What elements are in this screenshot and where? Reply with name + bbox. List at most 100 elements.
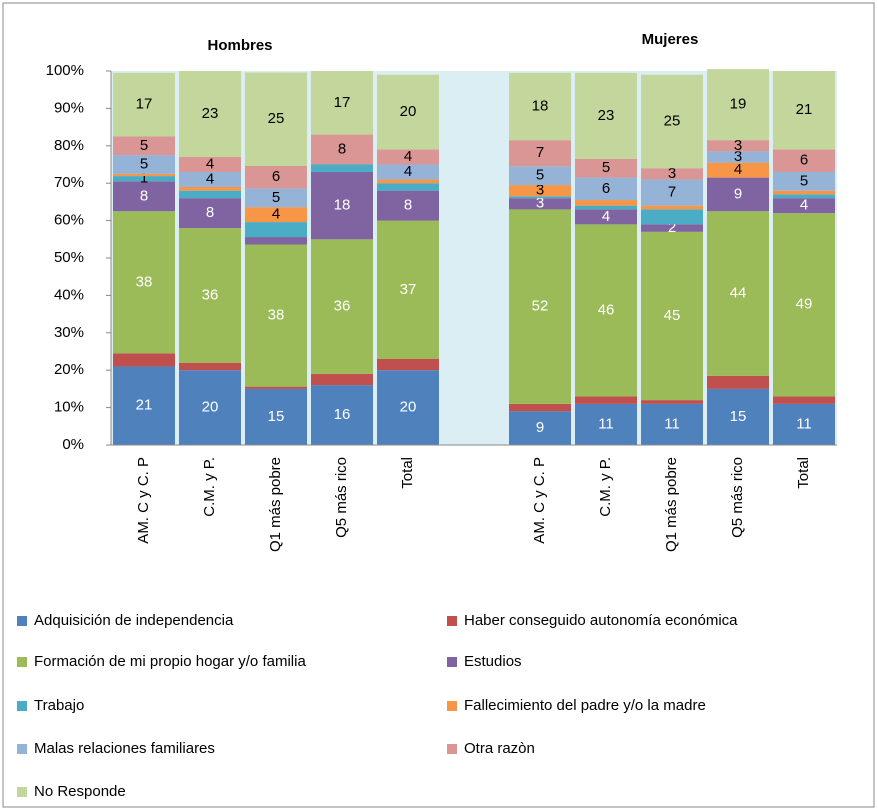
legend-label: Formación de mi propio hogar y/o familia	[34, 653, 306, 670]
x-tick-label: Q1 más pobre	[663, 457, 680, 552]
legend-swatch	[447, 616, 457, 626]
bar-segment	[179, 157, 241, 172]
bar-segment	[179, 186, 241, 191]
group-label: Mujeres	[642, 31, 699, 48]
bar-segment	[179, 362, 241, 371]
y-tick-label: 100%	[46, 62, 84, 79]
data-label: 4	[404, 163, 412, 180]
data-label: 44	[730, 284, 747, 301]
bar-segment	[311, 373, 373, 386]
data-label: 4	[404, 148, 412, 165]
bar-segment	[641, 168, 703, 180]
bar-segment	[773, 213, 835, 397]
data-label: 4	[734, 161, 742, 178]
y-tick-label: 80%	[54, 137, 84, 154]
bar-segment	[179, 370, 241, 445]
legend-label: Malas relaciones familiares	[34, 740, 215, 757]
data-label: 5	[602, 159, 610, 176]
data-label: 5	[536, 167, 544, 184]
y-tick-label: 20%	[54, 361, 84, 378]
legend-swatch	[17, 787, 27, 797]
data-label: 4	[206, 170, 214, 187]
bar-segment	[773, 403, 835, 445]
x-tick-label: Q1 más pobre	[267, 457, 284, 552]
bar-segment	[707, 177, 769, 212]
data-label: 8	[404, 197, 412, 214]
data-label: 23	[202, 105, 219, 122]
bar-segment	[575, 177, 637, 201]
bar-segment	[245, 72, 307, 166]
bar-segment	[641, 179, 703, 206]
bar-segment	[113, 353, 175, 367]
data-label: 11	[796, 415, 812, 432]
bar-segment	[377, 164, 439, 180]
data-label: 18	[532, 97, 549, 114]
bar-segment	[245, 165, 307, 189]
data-label: 38	[268, 307, 285, 324]
data-label: 16	[334, 406, 351, 423]
bar-segment	[707, 211, 769, 376]
bar-segment	[377, 183, 439, 191]
group-label: Hombres	[207, 37, 272, 54]
bar-segment	[641, 403, 703, 445]
bar-segment	[311, 71, 373, 135]
data-label: 6	[800, 152, 808, 169]
bar-segment	[311, 171, 373, 240]
bar-segment	[377, 220, 439, 359]
bar-segment	[575, 158, 637, 178]
y-tick-label: 90%	[54, 99, 84, 116]
data-label: 1	[140, 170, 148, 187]
legend-label: Otra razòn	[464, 740, 535, 757]
legend-swatch	[17, 701, 27, 711]
bar-segment	[509, 185, 571, 197]
x-tick-label: AM. C y C. P	[135, 457, 152, 544]
data-label: 21	[136, 397, 153, 414]
legend-label: Fallecimiento del padre y/o la madre	[464, 697, 706, 714]
bar-segment	[509, 72, 571, 141]
bar-segment	[509, 403, 571, 412]
bar-segment	[575, 224, 637, 397]
data-label: 17	[136, 96, 153, 113]
bar-segment	[575, 200, 637, 206]
bar-segment	[509, 196, 571, 199]
legend-label: Trabajo	[34, 697, 84, 714]
data-label: 5	[800, 172, 808, 189]
y-tick-label: 10%	[54, 399, 84, 416]
data-label: 6	[272, 168, 280, 185]
bar-segment	[575, 396, 637, 404]
bar-segment	[773, 171, 835, 191]
y-tick-label: 60%	[54, 212, 84, 229]
data-label: 3	[536, 195, 544, 212]
data-label: 19	[730, 96, 747, 113]
bar-segment	[707, 162, 769, 178]
data-label: 20	[202, 399, 219, 416]
data-label: 2	[668, 219, 676, 236]
data-label: 9	[536, 419, 544, 436]
bar-segment	[245, 244, 307, 387]
data-label: 15	[268, 408, 285, 425]
bar-segment	[773, 190, 835, 195]
bar-segment	[707, 375, 769, 389]
bar-segment	[245, 388, 307, 445]
bar-segment	[113, 366, 175, 445]
data-label: 20	[400, 103, 417, 120]
data-label: 3	[536, 182, 544, 199]
bar-segment	[245, 386, 307, 389]
data-label: 46	[598, 301, 615, 318]
bar-segment	[245, 237, 307, 245]
bar-segment	[509, 166, 571, 186]
bar-segment	[311, 134, 373, 165]
x-tick-label: Total	[795, 457, 812, 489]
data-label: 18	[334, 197, 351, 214]
data-label: 38	[136, 273, 153, 290]
y-tick-label: 0%	[62, 436, 84, 453]
data-label: 37	[400, 281, 417, 298]
bar-segment	[311, 164, 373, 172]
bar-segment	[575, 205, 637, 210]
x-tick-label: C.M. y P.	[597, 457, 614, 517]
bar-segment	[773, 149, 835, 172]
data-label: 36	[334, 298, 351, 315]
bar-segment	[641, 231, 703, 401]
legend-swatch	[447, 701, 457, 711]
